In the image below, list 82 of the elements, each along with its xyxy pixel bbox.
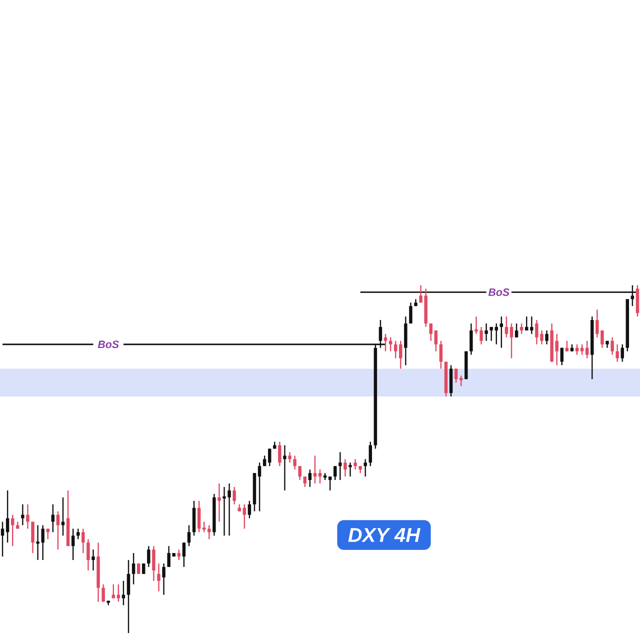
candlestick xyxy=(510,322,514,359)
candlestick xyxy=(364,458,367,478)
candlestick xyxy=(122,580,126,606)
candlestick xyxy=(399,340,402,370)
candlestick xyxy=(545,330,548,345)
candlestick xyxy=(429,322,432,342)
candlestick xyxy=(208,524,211,540)
candlestick xyxy=(298,465,302,481)
candlestick xyxy=(232,486,236,505)
candlestick xyxy=(258,462,262,512)
candlestick xyxy=(616,344,619,362)
candlestick xyxy=(313,455,317,484)
candlestick xyxy=(484,322,488,342)
candlestick xyxy=(283,444,286,492)
candlestick xyxy=(242,504,246,530)
candlestick xyxy=(490,326,493,342)
candlestick xyxy=(248,500,252,519)
candlestick xyxy=(197,500,201,533)
candlestick xyxy=(308,468,312,488)
candlestick xyxy=(152,545,156,582)
candlestick xyxy=(318,468,322,484)
candlestick xyxy=(514,322,518,338)
candlestick xyxy=(112,584,115,599)
candlestick xyxy=(585,340,589,359)
candlestick xyxy=(348,462,352,478)
candlestick xyxy=(454,368,458,384)
candlestick xyxy=(575,344,579,356)
candlestick xyxy=(6,490,10,544)
candlestick xyxy=(504,316,508,338)
candlestick xyxy=(620,344,624,362)
candlestick xyxy=(162,562,166,596)
candlestick xyxy=(580,344,584,356)
candlestick xyxy=(26,504,30,530)
candlestick xyxy=(610,336,614,356)
annotation: BoS xyxy=(98,340,119,348)
candlestick xyxy=(368,441,372,467)
candlestick xyxy=(82,528,85,554)
candlestick xyxy=(187,524,191,547)
candlestick xyxy=(565,340,569,352)
candlestick xyxy=(388,336,392,352)
candlestick xyxy=(334,465,337,481)
candlestick xyxy=(147,545,150,568)
candlestick xyxy=(525,316,528,332)
candlestick xyxy=(76,528,80,540)
candlestick xyxy=(434,330,438,352)
candlestick xyxy=(268,448,272,467)
candlestick xyxy=(182,542,186,568)
candlestick xyxy=(31,521,34,554)
candlestick xyxy=(102,584,105,602)
candlestick xyxy=(494,322,498,345)
candlestick xyxy=(288,452,292,464)
candlestick xyxy=(46,528,50,540)
candlestick xyxy=(177,548,181,561)
candlestick xyxy=(560,347,564,366)
candlestick xyxy=(278,441,282,467)
candlestick xyxy=(0,521,4,558)
candlestick xyxy=(86,538,90,572)
candlestick xyxy=(303,476,306,488)
annotation: BoS xyxy=(488,288,510,296)
annotation: DXY 4H xyxy=(348,528,420,542)
candlestick xyxy=(530,316,534,335)
candlestick xyxy=(354,458,357,470)
candlestick xyxy=(328,476,332,492)
candlestick xyxy=(394,340,398,359)
candlestick xyxy=(409,302,412,324)
candlestick xyxy=(218,482,221,522)
candlestick xyxy=(92,548,95,572)
candlestick xyxy=(470,322,473,356)
candlestick xyxy=(384,333,388,352)
candlestick xyxy=(21,504,24,526)
candlestick xyxy=(157,562,160,592)
candlestick xyxy=(344,458,347,478)
candlestick xyxy=(520,322,524,335)
candlestick xyxy=(439,340,443,370)
candlestick xyxy=(500,316,504,348)
candlestick xyxy=(126,559,130,634)
candlestick xyxy=(116,584,120,602)
candlestick xyxy=(61,496,65,536)
candlestick xyxy=(293,455,296,470)
candlestick xyxy=(338,452,342,481)
candlestick xyxy=(132,552,136,585)
candlestick xyxy=(71,528,75,561)
